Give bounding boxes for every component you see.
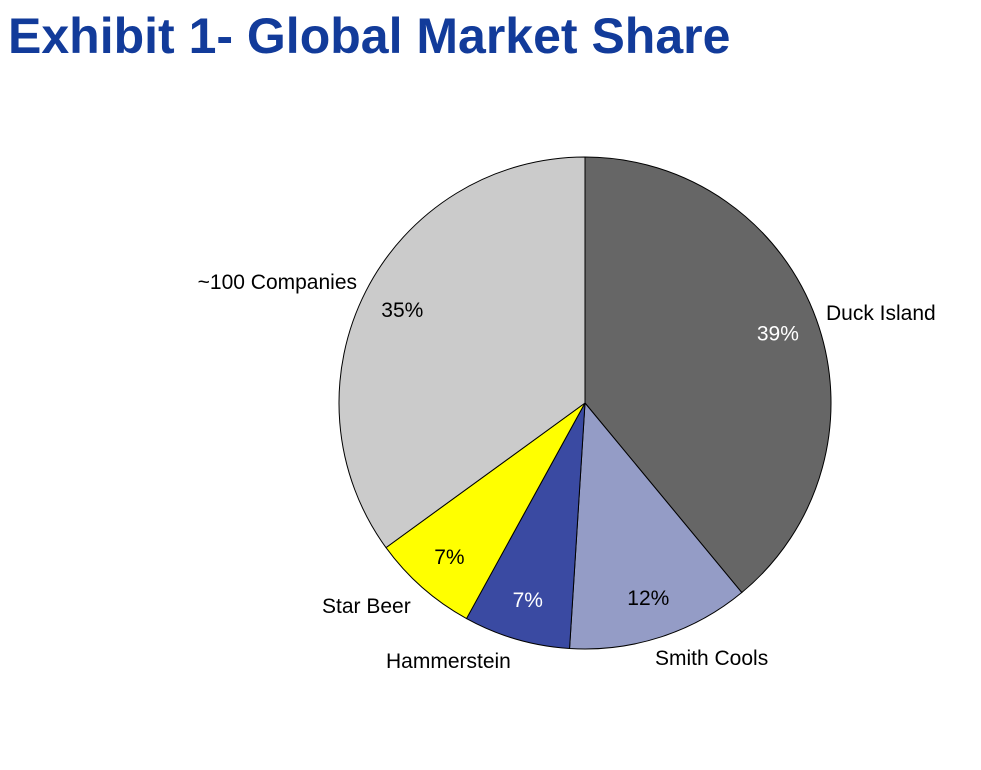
pie-pct-label-star-beer: 7% <box>434 546 464 569</box>
pie-name-label-duck-island: Duck Island <box>826 302 936 325</box>
pie-pct-label-100-companies: 35% <box>381 299 423 322</box>
pie-slices <box>339 157 831 649</box>
pie-pct-label-smith-cools: 12% <box>627 587 669 610</box>
pie-name-label-hammerstein: Hammerstein <box>386 650 511 673</box>
pie-pct-label-duck-island: 39% <box>757 323 799 346</box>
pie-name-label-smith-cools: Smith Cools <box>655 647 768 670</box>
pie-pct-label-hammerstein: 7% <box>513 589 543 612</box>
pie-name-label-100-companies: ~100 Companies <box>198 271 357 294</box>
pie-name-label-star-beer: Star Beer <box>322 595 411 618</box>
